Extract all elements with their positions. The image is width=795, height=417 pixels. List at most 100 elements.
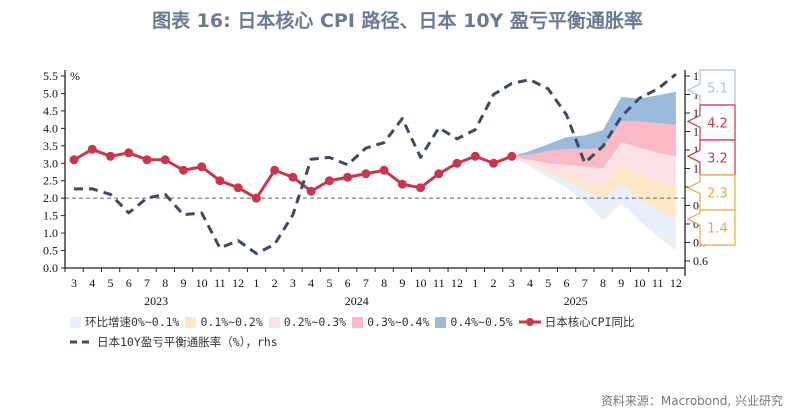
- fan-band: [511, 156, 676, 221]
- x-tick-label: 3: [509, 276, 515, 290]
- legend-item-band-0: 环比增速0%~0.1%: [70, 314, 179, 330]
- cpi-point: [306, 186, 316, 196]
- cpi-point: [87, 144, 97, 154]
- legend-swatch: [352, 316, 364, 328]
- chart-title: 图表 16: 日本核心 CPI 路径、日本 10Y 盈亏平衡通胀率: [152, 10, 643, 32]
- legend-label: 0.1%~0.2%: [200, 315, 263, 329]
- y-tick-label: 5.0: [43, 86, 58, 100]
- y-tick-label: 0.5: [43, 244, 58, 258]
- y-tick-label: 2.0: [43, 191, 58, 205]
- legend-line-marker-icon: [518, 318, 541, 326]
- x-tick-label: 4: [308, 276, 314, 290]
- x-tick-label: 2: [491, 276, 497, 290]
- x-tick-label: 9: [618, 276, 624, 290]
- callout-label: 2.3: [707, 187, 728, 202]
- x-tick-label: 5: [545, 276, 551, 290]
- y-tick-label: 3.5: [43, 139, 58, 153]
- year-label: 2025: [564, 294, 588, 308]
- legend-label: 0.4%~0.5%: [450, 315, 513, 329]
- y-tick-label: 3.0: [43, 156, 58, 170]
- legend-swatch: [435, 316, 447, 328]
- x-tick-label: 8: [381, 276, 387, 290]
- callout-label: 3.2: [707, 152, 728, 167]
- cpi-point: [361, 169, 371, 179]
- cpi-point: [324, 176, 334, 186]
- x-tick-label: 1: [472, 276, 478, 290]
- callout-box: [686, 104, 736, 141]
- cpi-point: [434, 169, 444, 179]
- cpi-point: [270, 165, 280, 175]
- cpi-point: [452, 158, 462, 168]
- x-tick-label: 7: [144, 276, 150, 290]
- y2-tick-label: 0.6: [693, 254, 708, 268]
- x-tick-label: 5: [326, 276, 332, 290]
- legend-label: 0.3%~0.4%: [367, 315, 430, 329]
- fan-band: [511, 156, 676, 251]
- callout-box: [686, 139, 736, 176]
- cpi-point: [124, 148, 134, 158]
- cpi-point: [105, 151, 115, 161]
- callout-label: 5.1: [707, 82, 728, 97]
- x-tick-label: 7: [363, 276, 369, 290]
- legend-row: 环比增速0%~0.1% 0.1%~0.2% 0.2%~0.3% 0.3%~0.4% 0.…: [70, 312, 641, 332]
- legend-swatch: [185, 316, 197, 328]
- cpi-point: [507, 151, 517, 161]
- cpi-point: [197, 162, 207, 172]
- x-tick-label: 1: [253, 276, 259, 290]
- y-tick-label: 2.5: [43, 174, 58, 188]
- cpi-point: [343, 172, 353, 182]
- cpi-point: [178, 165, 188, 175]
- legend-label: 0.2%~0.3%: [283, 315, 347, 329]
- legend-item-band-1: 0.1%~0.2%: [185, 315, 263, 329]
- x-tick-label: 3: [290, 276, 296, 290]
- year-label: 2023: [144, 294, 168, 308]
- legend-item-band-3: 0.3%~0.4%: [352, 315, 429, 329]
- x-tick-label: 10: [415, 276, 427, 290]
- x-tick-label: 8: [162, 276, 168, 290]
- callout-box: [686, 209, 736, 246]
- y-tick-label: 5.5: [43, 69, 58, 83]
- legend-item-breakeven: 日本10Y盈亏平衡通胀率（%），rhs: [70, 334, 278, 350]
- cpi-point: [489, 158, 499, 168]
- cpi-point: [160, 155, 170, 165]
- legend-row: 日本10Y盈亏平衡通胀率（%），rhs: [70, 332, 641, 352]
- x-tick-label: 3: [71, 276, 77, 290]
- x-tick-label: 9: [180, 276, 186, 290]
- cpi-point: [251, 193, 261, 203]
- callout-label: 1.4: [707, 222, 728, 237]
- legend-label: 环比增速0%~0.1%: [85, 315, 180, 329]
- cpi-point: [397, 179, 407, 189]
- legend-label: 日本核心CPI同比: [544, 315, 635, 329]
- cpi-point: [233, 183, 243, 193]
- breakeven-line: [74, 72, 677, 256]
- legend-label: 日本10Y盈亏平衡通胀率（%），rhs: [97, 335, 278, 349]
- legend-item-band-4: 0.4%~0.5%: [435, 315, 513, 329]
- fan-band: [511, 91, 676, 157]
- x-tick-label: 8: [600, 276, 606, 290]
- x-tick-label: 11: [433, 276, 445, 290]
- cpi-point: [142, 155, 152, 165]
- legend: 环比增速0%~0.1% 0.1%~0.2% 0.2%~0.3% 0.3%~0.4% 0.…: [70, 312, 641, 352]
- legend-item-band-2: 0.2%~0.3%: [268, 315, 347, 329]
- cpi-point: [215, 176, 225, 186]
- x-tick-label: 9: [399, 276, 405, 290]
- y-tick-label: 0.0: [43, 261, 58, 275]
- x-tick-label: 7: [582, 276, 588, 290]
- x-tick-label: 10: [196, 276, 208, 290]
- x-tick-label: 12: [670, 276, 682, 290]
- cpi-point: [69, 155, 79, 165]
- x-tick-label: 5: [107, 276, 113, 290]
- x-tick-label: 6: [563, 276, 569, 290]
- y-unit-label: %: [70, 69, 80, 83]
- cpi-point: [379, 165, 389, 175]
- year-label: 2024: [345, 294, 369, 308]
- callout-label: 4.2: [707, 117, 728, 132]
- x-tick-label: 11: [652, 276, 664, 290]
- legend-item-cpi: 日本核心CPI同比: [518, 314, 635, 330]
- legend-swatch: [268, 316, 280, 328]
- x-tick-label: 4: [89, 276, 95, 290]
- source-note: 资料来源：Macrobond, 兴业研究: [600, 394, 783, 408]
- fan-band: [511, 121, 676, 169]
- y-tick-label: 4.0: [43, 121, 58, 135]
- x-tick-label: 4: [527, 276, 533, 290]
